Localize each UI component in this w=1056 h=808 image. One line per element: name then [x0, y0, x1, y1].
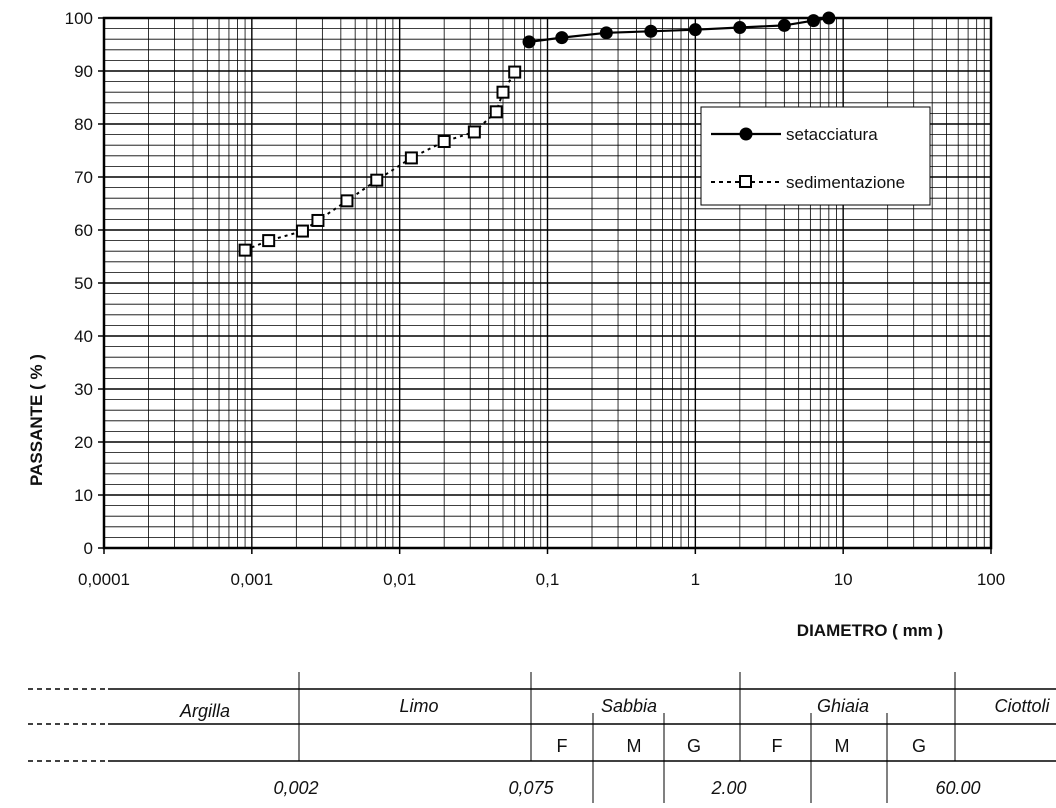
- boundary-label-0-075: 0,075: [508, 778, 554, 798]
- y-tick-label: 90: [74, 62, 93, 81]
- legend: setacciatura sedimentazione: [700, 106, 931, 206]
- legend-marker-sedimentazione: [739, 175, 752, 188]
- soil-classification-table: Argilla Limo Sabbia Ghiaia Ciottoli F M …: [28, 672, 1056, 803]
- y-tick-label: 30: [74, 380, 93, 399]
- class-label-ciottoli: Ciottoli: [994, 696, 1050, 716]
- y-tick-label: 10: [74, 486, 93, 505]
- boundary-label-2-00: 2.00: [710, 778, 746, 798]
- subclass-label-ghiaia-media: M: [835, 736, 850, 756]
- data-point-setacciatura: [688, 23, 702, 37]
- x-tick-label: 1: [691, 570, 700, 589]
- major-grid: [103, 17, 992, 549]
- subclass-label-sabbia-media: M: [627, 736, 642, 756]
- data-point-sedimentazione: [508, 65, 522, 79]
- data-point-setacciatura: [777, 18, 791, 32]
- class-label-sabbia: Sabbia: [601, 696, 657, 716]
- data-point-setacciatura: [599, 26, 613, 40]
- x-tick-label: 10: [834, 570, 853, 589]
- data-point-sedimentazione: [370, 173, 384, 187]
- series-layer: [238, 11, 836, 257]
- legend-box: [700, 106, 931, 206]
- x-tick-label: 100: [977, 570, 1005, 589]
- data-point-sedimentazione: [262, 234, 276, 248]
- y-axis-ticks: 0 10 20 30 40 50 60 70 80 90 100: [65, 9, 104, 558]
- data-point-sedimentazione: [496, 85, 510, 99]
- y-tick-label: 0: [84, 539, 93, 558]
- series-setacciatura: [522, 11, 836, 49]
- series-sedimentazione: [238, 65, 522, 257]
- data-point-setacciatura: [733, 21, 747, 35]
- subclass-label-ghiaia-grossa: G: [912, 736, 926, 756]
- y-axis-title: PASSANTE ( % ): [27, 354, 46, 486]
- x-tick-label: 0,001: [231, 570, 274, 589]
- y-tick-label: 60: [74, 221, 93, 240]
- y-tick-label: 80: [74, 115, 93, 134]
- data-point-sedimentazione: [437, 134, 451, 148]
- legend-marker-setacciatura: [739, 127, 753, 141]
- x-axis-ticks: 0,0001 0,001 0,01 0,1 1 10 100: [78, 548, 1005, 589]
- data-point-setacciatura: [522, 35, 536, 49]
- data-point-sedimentazione: [467, 125, 481, 139]
- x-tick-label: 0,01: [383, 570, 416, 589]
- y-tick-label: 100: [65, 9, 93, 28]
- x-tick-label: 0,0001: [78, 570, 130, 589]
- data-point-setacciatura: [807, 14, 821, 28]
- data-point-setacciatura: [555, 31, 569, 45]
- y-tick-label: 40: [74, 327, 93, 346]
- data-point-sedimentazione: [238, 243, 252, 257]
- class-label-limo: Limo: [399, 696, 438, 716]
- data-point-sedimentazione: [340, 194, 354, 208]
- y-tick-label: 20: [74, 433, 93, 452]
- x-axis-title: DIAMETRO ( mm ): [797, 621, 943, 640]
- data-point-setacciatura: [644, 24, 658, 38]
- subclass-label-sabbia-grossa: G: [687, 736, 701, 756]
- data-point-sedimentazione: [311, 213, 325, 227]
- data-point-sedimentazione: [489, 105, 503, 119]
- x-tick-label: 0,1: [536, 570, 560, 589]
- data-point-setacciatura: [822, 11, 836, 25]
- subclass-label-sabbia-fine: F: [557, 736, 568, 756]
- y-tick-label: 50: [74, 274, 93, 293]
- class-label-argilla: Argilla: [179, 701, 230, 721]
- series-line-sedimentazione: [244, 71, 516, 252]
- subclass-label-ghiaia-fine: F: [772, 736, 783, 756]
- data-point-sedimentazione: [404, 151, 418, 165]
- boundary-label-0-002: 0,002: [273, 778, 318, 798]
- legend-label-setacciatura: setacciatura: [786, 125, 878, 144]
- data-point-sedimentazione: [295, 224, 309, 238]
- class-label-ghiaia: Ghiaia: [817, 696, 869, 716]
- legend-label-sedimentazione: sedimentazione: [786, 173, 905, 192]
- y-tick-label: 70: [74, 168, 93, 187]
- boundary-label-60-00: 60.00: [935, 778, 980, 798]
